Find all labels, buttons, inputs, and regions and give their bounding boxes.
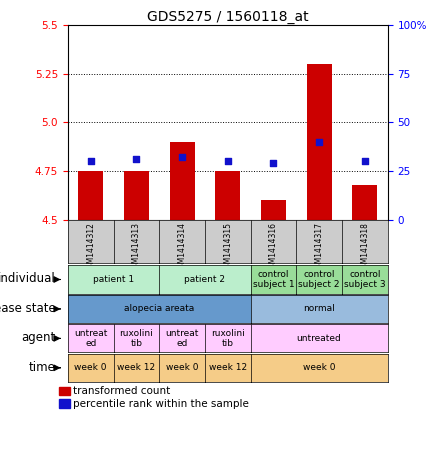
Text: week 12: week 12 [208, 363, 247, 372]
Text: GSM1414318: GSM1414318 [360, 222, 369, 273]
Text: untreat
ed: untreat ed [74, 329, 107, 348]
Point [361, 158, 368, 165]
Text: GSM1414312: GSM1414312 [86, 222, 95, 273]
Bar [78, 171, 103, 220]
Bar [307, 64, 332, 220]
Text: week 0: week 0 [74, 363, 107, 372]
Text: individual: individual [0, 272, 56, 285]
Text: ruxolini
tib: ruxolini tib [120, 329, 153, 348]
Text: disease state: disease state [0, 302, 56, 315]
Point [224, 158, 231, 165]
Text: GSM1414314: GSM1414314 [177, 222, 187, 273]
Bar [352, 185, 378, 220]
Point [316, 138, 323, 145]
Text: control
subject 1: control subject 1 [253, 270, 294, 289]
Text: control
subject 3: control subject 3 [344, 270, 385, 289]
Bar [170, 142, 194, 220]
Point [87, 158, 94, 165]
Text: GSM1414317: GSM1414317 [314, 222, 324, 273]
Text: untreated: untreated [297, 334, 342, 343]
Text: percentile rank within the sample: percentile rank within the sample [73, 399, 249, 409]
Bar [215, 171, 240, 220]
Text: control
subject 2: control subject 2 [298, 270, 340, 289]
Text: patient 1: patient 1 [93, 275, 134, 284]
Bar [124, 171, 149, 220]
Text: transformed count: transformed count [73, 386, 170, 396]
Bar [59, 386, 70, 395]
Text: alopecia areata: alopecia areata [124, 304, 194, 313]
Text: week 12: week 12 [117, 363, 155, 372]
Text: GSM1414315: GSM1414315 [223, 222, 232, 273]
Text: GSM1414316: GSM1414316 [269, 222, 278, 273]
Text: ruxolini
tib: ruxolini tib [211, 329, 245, 348]
Point [133, 156, 140, 163]
Text: patient 2: patient 2 [184, 275, 226, 284]
Bar [261, 200, 286, 220]
Point [270, 159, 277, 167]
Text: time: time [29, 361, 56, 374]
Bar [59, 399, 70, 408]
Point [179, 154, 186, 161]
Text: week 0: week 0 [303, 363, 336, 372]
Text: untreat
ed: untreat ed [166, 329, 199, 348]
Text: normal: normal [303, 304, 335, 313]
Text: week 0: week 0 [166, 363, 198, 372]
Title: GDS5275 / 1560118_at: GDS5275 / 1560118_at [147, 10, 309, 24]
Text: agent: agent [21, 331, 56, 344]
Text: GSM1414313: GSM1414313 [132, 222, 141, 273]
